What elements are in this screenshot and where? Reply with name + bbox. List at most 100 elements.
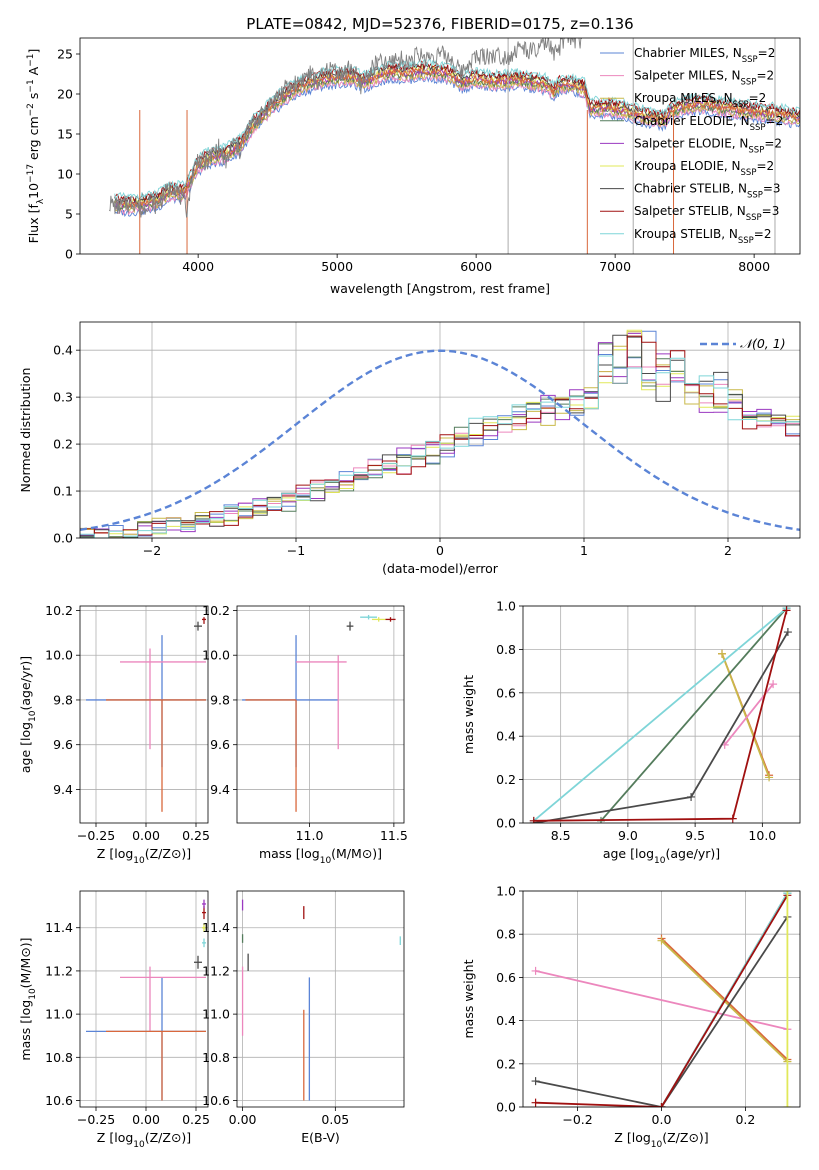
- y-tick-label: 0.0: [496, 816, 516, 831]
- observed-spectrum-line: [108, 38, 583, 218]
- errorbar-point: [120, 966, 206, 1032]
- axes-frame: [79, 37, 801, 255]
- y-tick-label: 10: [57, 167, 73, 182]
- errorbar-point: [202, 923, 206, 933]
- legend-label: Salpeter STELIB, NSSP=3: [634, 204, 779, 223]
- legend-label: Chabrier STELIB, NSSP=3: [634, 182, 781, 201]
- x-tick-label: 0.00: [132, 828, 160, 843]
- x-tick-label: 9.5: [685, 828, 705, 843]
- x-axis-label: wavelength [Angstrom, rest frame]: [330, 281, 550, 296]
- legend-label: Kroupa MILES, NSSP=2: [634, 91, 766, 110]
- panel-weight-vs-Z: −0.2 0.0 0.2 0.0 0.2 0.4 0.6 0.8 1.0 Z [log10(Z/Z…: [461, 884, 801, 1150]
- x-axis-label: mass [log10(M/M⊙)]: [259, 846, 382, 866]
- y-tick-label: 11.0: [45, 1007, 73, 1022]
- weight-marker: [531, 1077, 540, 1086]
- y-tick-label: 10.6: [45, 1093, 73, 1108]
- axes-frame: [236, 605, 405, 824]
- x-tick-label: 7000: [599, 259, 631, 274]
- errorbar-point: [202, 899, 206, 909]
- errorbar-point: [194, 621, 202, 631]
- x-tick-label: −1: [287, 543, 305, 558]
- weight-marker: [657, 1103, 666, 1107]
- model-spectrum-line: [114, 60, 800, 204]
- weight-marker: [657, 936, 666, 945]
- y-tick-label: 11.4: [202, 920, 230, 935]
- x-tick-label: 0.05: [321, 1112, 349, 1127]
- errorbar-point: [346, 621, 354, 631]
- weight-marker: [531, 1098, 540, 1107]
- y-tick-label: 1.0: [496, 599, 516, 614]
- x-tick-label: 0.00: [132, 1112, 160, 1127]
- plot-area: [108, 38, 800, 254]
- y-tick-label: 11.2: [45, 963, 73, 978]
- x-tick-label: −0.2: [562, 1112, 592, 1127]
- weight-marker: [765, 773, 774, 782]
- y-tick-label: 0.4: [53, 343, 73, 358]
- x-axis-label: (data-model)/error: [382, 561, 499, 576]
- errorbar-point: [106, 1030, 206, 1101]
- y-axis-label: Flux [fλ10−17 erg cm−2 s−1 A−1]: [26, 49, 46, 244]
- errorbar-point: [360, 614, 378, 620]
- y-tick-label: 0.6: [496, 685, 516, 700]
- y-tick-label: 10.0: [45, 648, 73, 663]
- x-tick-label: −0.25: [77, 828, 115, 843]
- x-tick-label: 6000: [460, 259, 492, 274]
- y-tick-label: 11.4: [45, 920, 73, 935]
- y-tick-label: 0.8: [496, 642, 516, 657]
- y-tick-label: 9.8: [210, 692, 230, 707]
- model-spectrum-line: [114, 67, 800, 209]
- y-tick-label: 0.0: [496, 1100, 516, 1115]
- weight-marker: [529, 816, 538, 823]
- model-spectrum-line: [114, 66, 800, 210]
- axes-frame: [522, 890, 801, 1108]
- weight-marker: [531, 966, 540, 975]
- plot-area: [241, 899, 401, 1101]
- x-tick-label: 0.2: [735, 1112, 755, 1127]
- axes-frame: [236, 890, 405, 1108]
- weight-marker: [783, 628, 792, 637]
- x-tick-label: 0: [436, 543, 444, 558]
- model-spectrum-line: [114, 58, 800, 201]
- weight-marker: [687, 792, 696, 801]
- y-tick-label: 1.0: [496, 884, 516, 899]
- errorbar-point: [385, 617, 396, 622]
- weight-marker: [782, 606, 791, 615]
- residual-histogram: [80, 335, 800, 538]
- y-tick-label: 0.0: [53, 531, 73, 546]
- weight-marker: [783, 891, 792, 895]
- plot-area: [80, 329, 800, 538]
- y-tick-label: 11.0: [202, 1007, 230, 1022]
- y-tick-label: 10.8: [202, 1050, 230, 1065]
- y-axis-label: age [log10(age/yr)]: [18, 656, 38, 773]
- legend: 𝒩(0, 1): [700, 336, 786, 351]
- legend-label: Salpeter ELODIE, NSSP=2: [634, 136, 782, 155]
- weight-marker: [718, 649, 727, 658]
- x-axis-label: Z [log10(Z/Z⊙)]: [97, 1130, 191, 1150]
- model-spectrum-line: [114, 62, 800, 205]
- y-tick-label: 9.4: [53, 782, 73, 797]
- y-tick-label: 10.6: [202, 1093, 230, 1108]
- y-tick-label: 0.4: [496, 729, 516, 744]
- plot-area: [531, 891, 792, 1107]
- panel-age-vs-mass: 11.0 11.5 9.4 9.6 9.8 10.0 10.2 mass [log10(M/M…: [202, 603, 408, 866]
- figure-title: PLATE=0842, MJD=52376, FIBERID=0175, z=0…: [246, 15, 633, 33]
- plot-area: [86, 899, 206, 1101]
- x-tick-label: 5000: [321, 259, 353, 274]
- plot-area: [86, 617, 206, 812]
- errorbar-point: [245, 699, 297, 812]
- legend-label: Kroupa ELODIE, NSSP=2: [634, 159, 774, 178]
- axes-frame: [79, 605, 209, 824]
- x-tick-label: 9.0: [618, 828, 638, 843]
- y-tick-label: 11.2: [202, 963, 230, 978]
- y-tick-label: 10.8: [45, 1050, 73, 1065]
- panel-residuals: −2 −1 0 1 2 0.0 0.1 0.2 0.3 0.4 (data-model)/error…: [18, 321, 801, 576]
- x-tick-label: 8000: [738, 259, 770, 274]
- x-axis-label: E(B-V): [301, 1130, 340, 1145]
- errorbar-point: [202, 617, 206, 624]
- x-tick-label: 0.25: [182, 1112, 210, 1127]
- y-tick-label: 0.2: [53, 437, 73, 452]
- y-tick-label: 0.6: [496, 970, 516, 985]
- x-tick-label: 0.25: [182, 828, 210, 843]
- panel-mass-vs-ebv: 0.00 0.05 10.6 10.8 11.0 11.2 11.4 E(B-V): [202, 890, 405, 1145]
- x-tick-label: 11.0: [296, 828, 324, 843]
